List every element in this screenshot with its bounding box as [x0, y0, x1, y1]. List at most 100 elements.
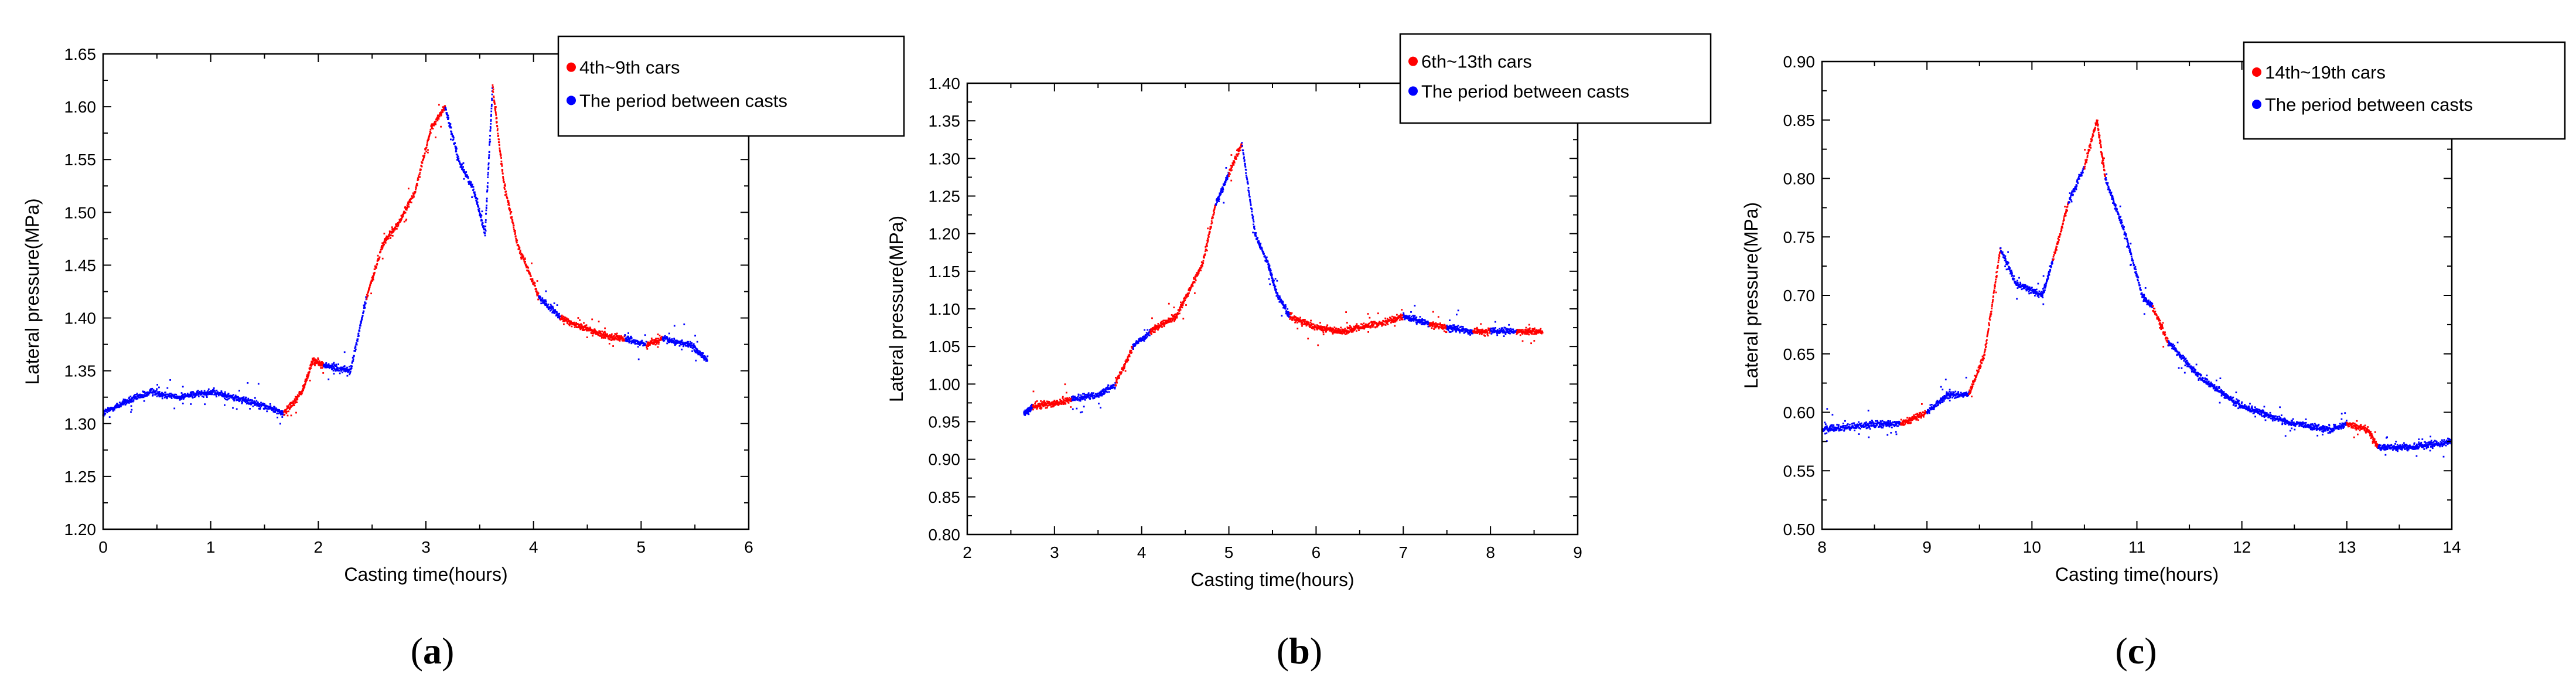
- data-point: [1390, 319, 1393, 322]
- data-point: [434, 121, 436, 122]
- data-point: [1234, 155, 1236, 158]
- data-point: [1111, 387, 1114, 389]
- data-point: [1183, 297, 1185, 299]
- data-point: [280, 413, 282, 416]
- data-point: [567, 322, 568, 325]
- data-point: [491, 104, 493, 105]
- data-point: [537, 291, 539, 294]
- data-point: [1242, 152, 1244, 154]
- data-point: [322, 362, 324, 364]
- data-point: [1263, 253, 1265, 255]
- data-point: [156, 388, 158, 390]
- data-point: [357, 332, 360, 335]
- data-point: [490, 105, 493, 107]
- data-point: [1443, 328, 1445, 329]
- data-point: [549, 306, 551, 308]
- data-point: [1304, 322, 1306, 324]
- data-point: [498, 138, 500, 141]
- data-point: [563, 318, 565, 319]
- data-point: [165, 393, 168, 396]
- data-point: [1133, 345, 1135, 347]
- data-point: [567, 318, 569, 321]
- data-point: [1245, 172, 1247, 174]
- data-point: [1063, 403, 1064, 405]
- outlier-point: [1306, 321, 1309, 323]
- data-point: [1271, 274, 1273, 276]
- data-point: [215, 394, 217, 396]
- data-point: [1321, 326, 1323, 328]
- data-point: [542, 301, 544, 303]
- data-point: [1264, 256, 1266, 258]
- data-point: [564, 320, 565, 322]
- data-point: [241, 401, 243, 404]
- data-point: [1161, 321, 1162, 323]
- legend-box: [557, 35, 905, 137]
- data-point: [1182, 304, 1184, 306]
- data-point: [356, 343, 358, 346]
- data-point: [364, 302, 367, 304]
- data-point: [1310, 319, 1312, 322]
- data-point: [1231, 165, 1233, 166]
- data-point: [663, 338, 665, 339]
- data-point: [1435, 322, 1437, 324]
- data-point: [1226, 179, 1227, 182]
- outlier-point: [204, 403, 206, 406]
- data-point: [1207, 236, 1210, 238]
- data-point: [1222, 189, 1224, 190]
- data-point: [534, 282, 536, 284]
- outlier-point: [1213, 207, 1216, 210]
- data-point: [1149, 329, 1151, 331]
- data-point: [1203, 257, 1205, 259]
- data-point: [1424, 319, 1426, 321]
- data-point: [666, 342, 668, 345]
- data-point: [1170, 317, 1172, 319]
- data-point: [1395, 319, 1397, 321]
- data-point: [206, 394, 207, 396]
- data-point: [582, 325, 584, 328]
- data-point: [258, 405, 261, 407]
- data-point: [425, 147, 428, 148]
- data-point: [1277, 295, 1280, 297]
- data-point: [1360, 323, 1362, 325]
- data-point: [523, 258, 525, 261]
- data-point: [433, 124, 435, 127]
- data-point: [1284, 307, 1286, 309]
- data-point: [327, 366, 329, 368]
- data-point: [1339, 331, 1341, 333]
- data-point: [522, 255, 524, 257]
- data-point: [617, 336, 619, 339]
- data-point: [1354, 328, 1357, 330]
- data-point: [704, 356, 707, 358]
- data-point: [1253, 223, 1254, 226]
- data-point: [1085, 393, 1087, 396]
- data-point: [697, 353, 700, 356]
- data-point: [1453, 324, 1455, 326]
- data-point: [672, 339, 674, 342]
- data-point: [519, 249, 521, 251]
- data-point: [476, 203, 478, 205]
- data-point: [1438, 328, 1440, 330]
- data-point: [1034, 403, 1036, 404]
- data-point: [298, 392, 301, 394]
- data-point: [367, 291, 369, 293]
- data-point: [456, 154, 459, 156]
- data-point: [318, 364, 320, 366]
- data-point: [1130, 349, 1132, 352]
- outlier-point: [696, 340, 698, 343]
- data-point: [701, 354, 704, 356]
- data-point: [1244, 165, 1246, 166]
- data-point: [704, 357, 706, 359]
- data-point: [359, 324, 361, 326]
- data-point: [613, 337, 615, 339]
- data-point: [254, 403, 255, 404]
- outlier-point: [122, 403, 125, 405]
- data-point: [606, 333, 608, 335]
- data-point: [383, 243, 385, 246]
- data-point: [1222, 187, 1224, 189]
- data-point: [381, 248, 383, 250]
- data-point: [1277, 292, 1278, 294]
- data-point: [1081, 395, 1083, 397]
- outlier-point: [158, 386, 160, 389]
- data-point: [1083, 396, 1086, 398]
- y-tick-label: 1.20: [64, 520, 97, 539]
